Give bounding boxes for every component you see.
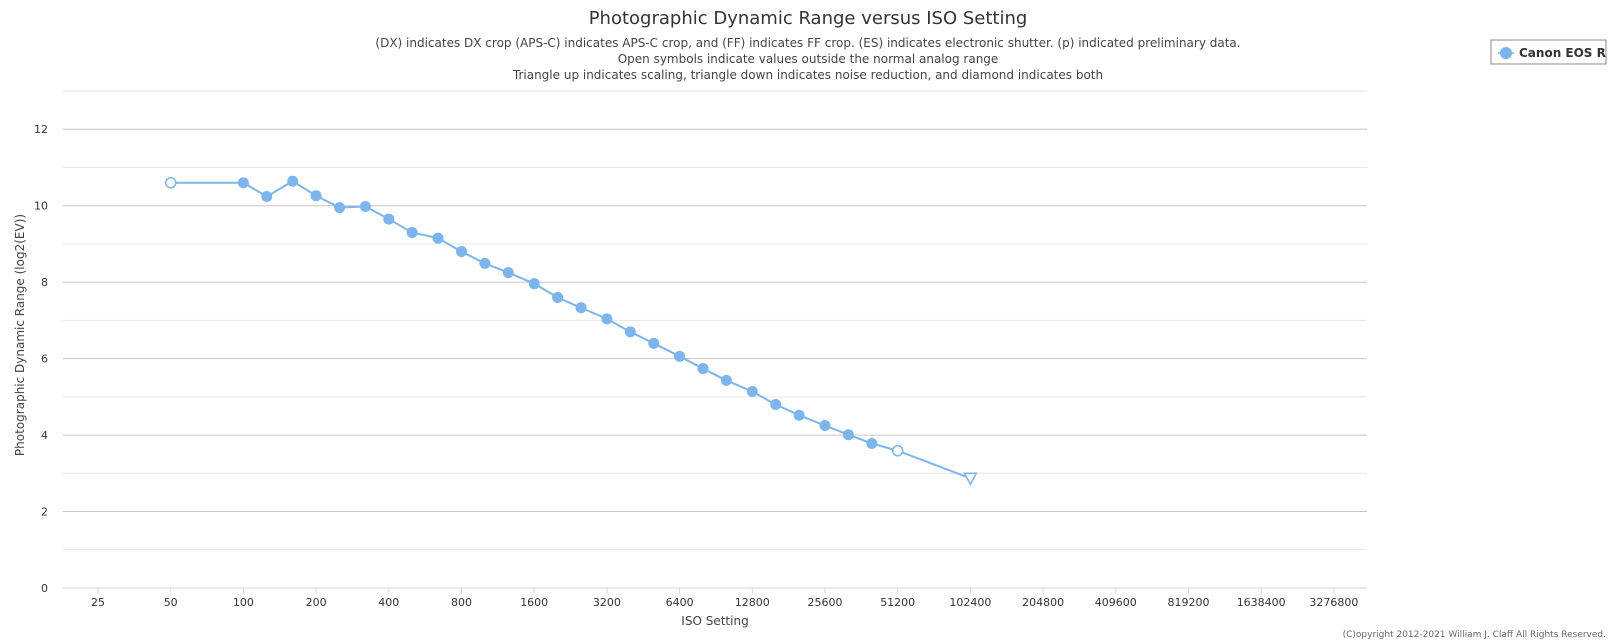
data-point-triangle-down[interactable] [963,472,978,486]
data-point[interactable] [528,278,540,290]
x-axis: 25 50 100 200 400 800 1600 3200 6400 12800 25600 51… [63,587,1367,609]
data-point[interactable] [770,398,782,410]
y-tick-label: 10 [34,200,48,213]
x-tick-label: 12800 [735,596,770,609]
data-point[interactable] [866,437,878,449]
data-point[interactable] [334,202,346,214]
x-tick-label: 3276800 [1309,596,1358,609]
x-tick-label: 409600 [1095,596,1137,609]
data-point[interactable] [674,350,686,362]
x-tick-label: 819200 [1168,596,1210,609]
data-point[interactable] [310,190,322,202]
x-tick-label: 1600 [520,596,548,609]
y-axis-ticks: 0 2 4 6 8 10 12 [34,123,48,595]
x-axis-title: ISO Setting [681,614,748,628]
data-point[interactable] [601,313,613,325]
data-point[interactable] [720,374,732,386]
x-tick-label: 800 [451,596,472,609]
y-tick-label: 12 [34,123,48,136]
data-point[interactable] [479,257,491,269]
data-point[interactable] [697,363,709,375]
data-point[interactable] [261,191,273,203]
x-tick-label: 1638400 [1237,596,1286,609]
series-canon-eos-r[interactable] [164,175,978,486]
x-tick-label: 25 [91,596,105,609]
y-tick-label: 0 [41,582,48,595]
data-point[interactable] [842,429,854,441]
data-point[interactable] [456,246,467,258]
x-tick-label: 100 [233,596,254,609]
x-tick-label: 50 [164,596,178,609]
y-tick-label: 4 [41,429,48,442]
copyright-notice: (C)opyright 2012-2021 William J. Claff A… [1343,630,1606,640]
data-point[interactable] [287,175,299,187]
chart-subtitle-line-3: Triangle up indicates scaling, triangle … [512,68,1103,82]
x-tick-label: 102400 [949,596,991,609]
grid-lines [63,90,1367,551]
y-axis-title: Photographic Dynamic Range (log2(EV)) [13,214,27,456]
x-tick-label: 51200 [880,596,915,609]
chart-subtitle-line-2: Open symbols indicate values outside the… [618,52,999,66]
data-point[interactable] [819,420,831,432]
data-point[interactable] [624,326,636,338]
x-tick-label: 25600 [808,596,843,609]
legend-series-marker [1500,47,1512,59]
data-point[interactable] [237,177,249,189]
legend-series-label[interactable]: Canon EOS R [1519,46,1606,60]
data-point[interactable] [746,385,758,397]
x-tick-label: 200 [306,596,327,609]
legend[interactable]: Canon EOS R [1490,39,1607,65]
data-point[interactable] [575,302,587,314]
data-point[interactable] [383,213,395,225]
data-point[interactable] [502,267,514,279]
data-point[interactable] [648,337,660,349]
chart-titles: Photographic Dynamic Range versus ISO Se… [375,8,1240,82]
x-tick-label: 6400 [666,596,694,609]
x-tick-label: 3200 [593,596,621,609]
data-point[interactable] [552,291,564,303]
data-point-open[interactable] [164,177,177,189]
chart-title: Photographic Dynamic Range versus ISO Se… [589,8,1028,29]
y-tick-label: 8 [41,276,48,289]
y-tick-label: 6 [41,353,48,366]
y-tick-label: 2 [41,506,48,519]
data-point[interactable] [793,409,805,421]
x-tick-label: 204800 [1022,596,1064,609]
chart-subtitle-line-1: (DX) indicates DX crop (APS-C) indicates… [375,36,1240,50]
x-tick-label: 400 [378,596,399,609]
data-point[interactable] [359,200,371,212]
data-point[interactable] [406,226,418,238]
data-point-open[interactable] [891,445,904,457]
data-point[interactable] [432,232,444,244]
